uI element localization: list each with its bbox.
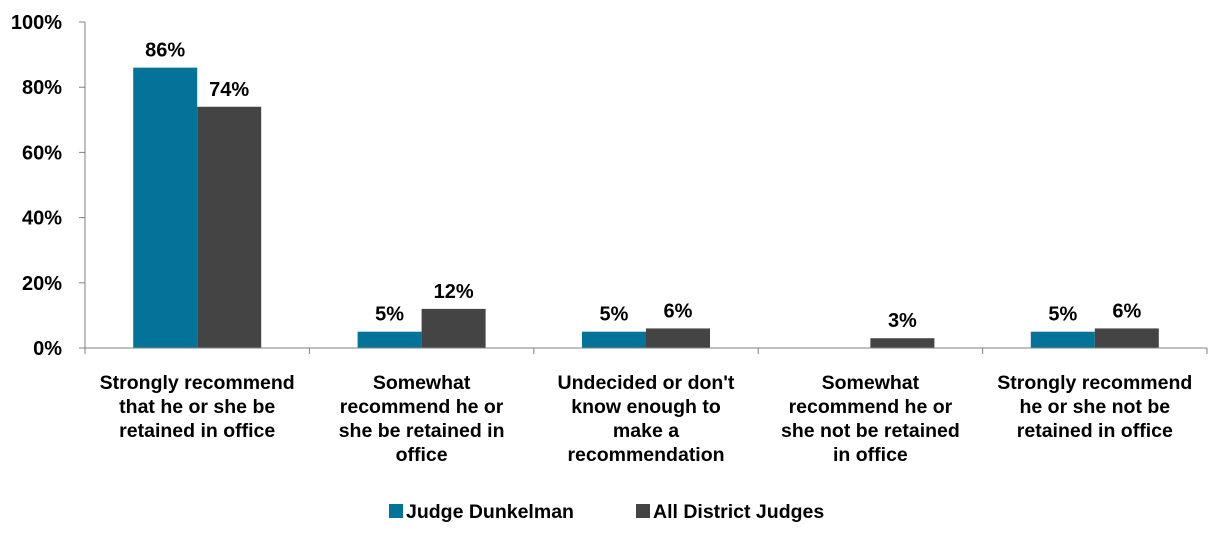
bar <box>582 331 646 348</box>
category-label: Strongly recommend that he or she be retai… <box>100 372 295 442</box>
legend-swatch <box>636 504 650 518</box>
data-label: 12% <box>434 281 474 303</box>
category-label: Somewhat recommend he or she be retained i… <box>339 372 505 466</box>
data-label: 6% <box>664 300 693 322</box>
y-tick-label: 40% <box>22 208 62 230</box>
bar <box>870 338 935 348</box>
data-label: 6% <box>1112 300 1141 322</box>
bar <box>133 67 198 348</box>
data-label: 5% <box>1048 304 1077 326</box>
bar <box>421 308 486 348</box>
legend-swatch <box>389 504 403 518</box>
x-axis: Strongly recommend that he or she be retai… <box>84 347 1208 466</box>
data-label: 3% <box>888 310 917 332</box>
bars <box>133 67 1159 348</box>
y-tick-label: 20% <box>22 273 62 295</box>
y-tick-label: 100% <box>11 12 62 34</box>
y-tick-label: 60% <box>22 142 62 164</box>
data-label: 5% <box>600 304 629 326</box>
y-axis: 0% 20% 40% 60% 80% 100% <box>11 12 86 360</box>
legend: Judge Dunkelman All District Judges <box>389 501 824 523</box>
category-label: Strongly recommend he or she not be retain… <box>997 372 1192 442</box>
data-label: 5% <box>375 304 404 326</box>
category-label: Undecided or don't know enough to make a re… <box>558 372 735 466</box>
category-label: Somewhat recommend he or she not be retain… <box>781 372 960 466</box>
bar <box>1094 328 1159 348</box>
data-labels: 86% 5% 5% 5% 74% 12% 6% 3% 6% <box>145 40 1141 333</box>
y-tick-label: 80% <box>22 77 62 99</box>
bar <box>197 106 262 348</box>
data-label: 74% <box>209 79 249 101</box>
bar <box>1030 331 1095 348</box>
legend-label: Judge Dunkelman <box>406 501 574 523</box>
legend-label: All District Judges <box>653 501 824 523</box>
data-label: 86% <box>145 40 185 62</box>
y-tick-label: 0% <box>33 338 62 360</box>
bar <box>357 331 422 348</box>
bar <box>646 328 710 348</box>
